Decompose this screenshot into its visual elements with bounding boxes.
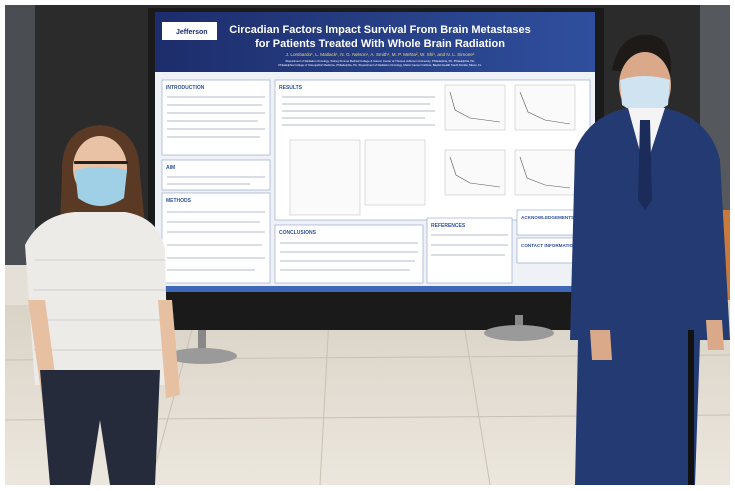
section-heading: AIM — [166, 165, 175, 171]
stand — [198, 330, 206, 355]
result-figures — [289, 84, 576, 216]
section-heading: ACKNOWLEDGEMENTS — [521, 215, 574, 220]
poster: Jefferson Circadian Factors Impact Survi… — [155, 12, 595, 292]
person-right — [570, 34, 730, 485]
section-heading: INTRODUCTION — [166, 85, 205, 91]
section-heading: CONCLUSIONS — [279, 230, 317, 236]
affiliation: Philadelphia College of Osteopathic Medi… — [279, 63, 482, 67]
curves — [449, 91, 571, 189]
section-heading: RESULTS — [279, 85, 303, 91]
poster-title: for Patients Treated With Whole Brain Ra… — [255, 38, 505, 50]
logo-box — [162, 22, 217, 40]
window — [5, 5, 35, 265]
ledge — [5, 265, 30, 305]
section-box — [161, 159, 271, 191]
section-heading: CONTACT INFORMATION — [521, 243, 577, 248]
poster-title: Circadian Factors Impact Survival From B… — [229, 24, 530, 36]
stand-pole — [688, 330, 694, 485]
section-box — [161, 192, 271, 284]
section-box — [274, 224, 424, 284]
stand-base — [167, 348, 237, 364]
section-box — [426, 217, 513, 284]
body-text-lines — [167, 96, 508, 271]
affiliation: ¹Department of Radiation Oncology, Sidne… — [285, 59, 475, 63]
authors: J. Lombardo¹, L. Matlack¹, N. G. Nelson¹… — [286, 52, 475, 57]
section-box — [161, 79, 271, 156]
logo: Jefferson — [176, 29, 208, 36]
stand-base — [484, 325, 554, 341]
poster-footer — [155, 286, 595, 292]
section-heading: REFERENCES — [431, 223, 466, 229]
section-heading: METHODS — [166, 198, 192, 204]
poster-header — [155, 12, 595, 72]
person-left — [25, 125, 180, 485]
